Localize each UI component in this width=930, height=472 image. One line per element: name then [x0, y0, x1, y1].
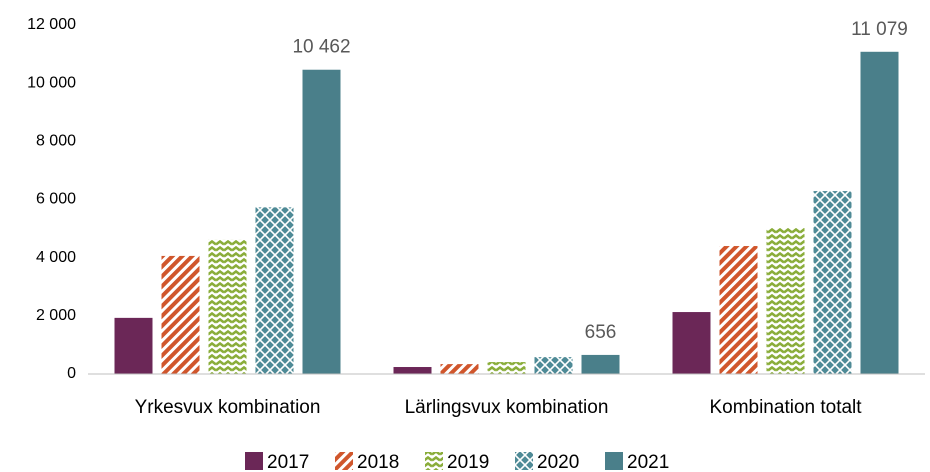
y-tick-label: 2 000 — [36, 307, 76, 324]
legend-label: 2020 — [537, 452, 579, 472]
data-label: 10 462 — [292, 37, 350, 58]
x-tick-label: Lärlingsvux kombination — [405, 397, 609, 418]
y-tick-label: 12 000 — [27, 16, 76, 33]
bar — [302, 69, 341, 374]
legend-label: 2018 — [357, 452, 399, 472]
x-tick-label: Yrkesvux kombination — [135, 397, 321, 418]
bar — [581, 354, 620, 374]
y-tick-label: 10 000 — [27, 74, 76, 91]
bar — [719, 246, 758, 374]
legend-swatch — [245, 452, 263, 470]
bar — [255, 207, 294, 374]
y-tick-label: 0 — [67, 365, 76, 382]
legend-swatch — [605, 452, 623, 470]
bar — [766, 228, 805, 374]
bar — [161, 255, 200, 374]
data-label: 11 079 — [851, 19, 908, 40]
bar — [487, 362, 526, 374]
bar — [393, 367, 432, 374]
bar — [813, 191, 852, 374]
legend-label: 2021 — [627, 452, 669, 472]
legend-label: 2019 — [447, 452, 489, 472]
legend-swatch — [515, 452, 533, 470]
legend-swatch — [335, 452, 353, 470]
bar — [208, 239, 247, 374]
y-tick-label: 6 000 — [36, 191, 76, 208]
legend-swatch — [425, 452, 443, 470]
y-tick-label: 8 000 — [36, 133, 76, 150]
x-tick-label: Kombination totalt — [709, 397, 862, 418]
data-label: 656 — [585, 322, 617, 343]
bar — [534, 357, 573, 374]
legend-label: 2017 — [267, 452, 309, 472]
bar — [672, 312, 711, 374]
bar — [114, 317, 153, 374]
bar — [860, 51, 899, 374]
y-tick-label: 4 000 — [36, 249, 76, 266]
bar — [440, 364, 479, 374]
